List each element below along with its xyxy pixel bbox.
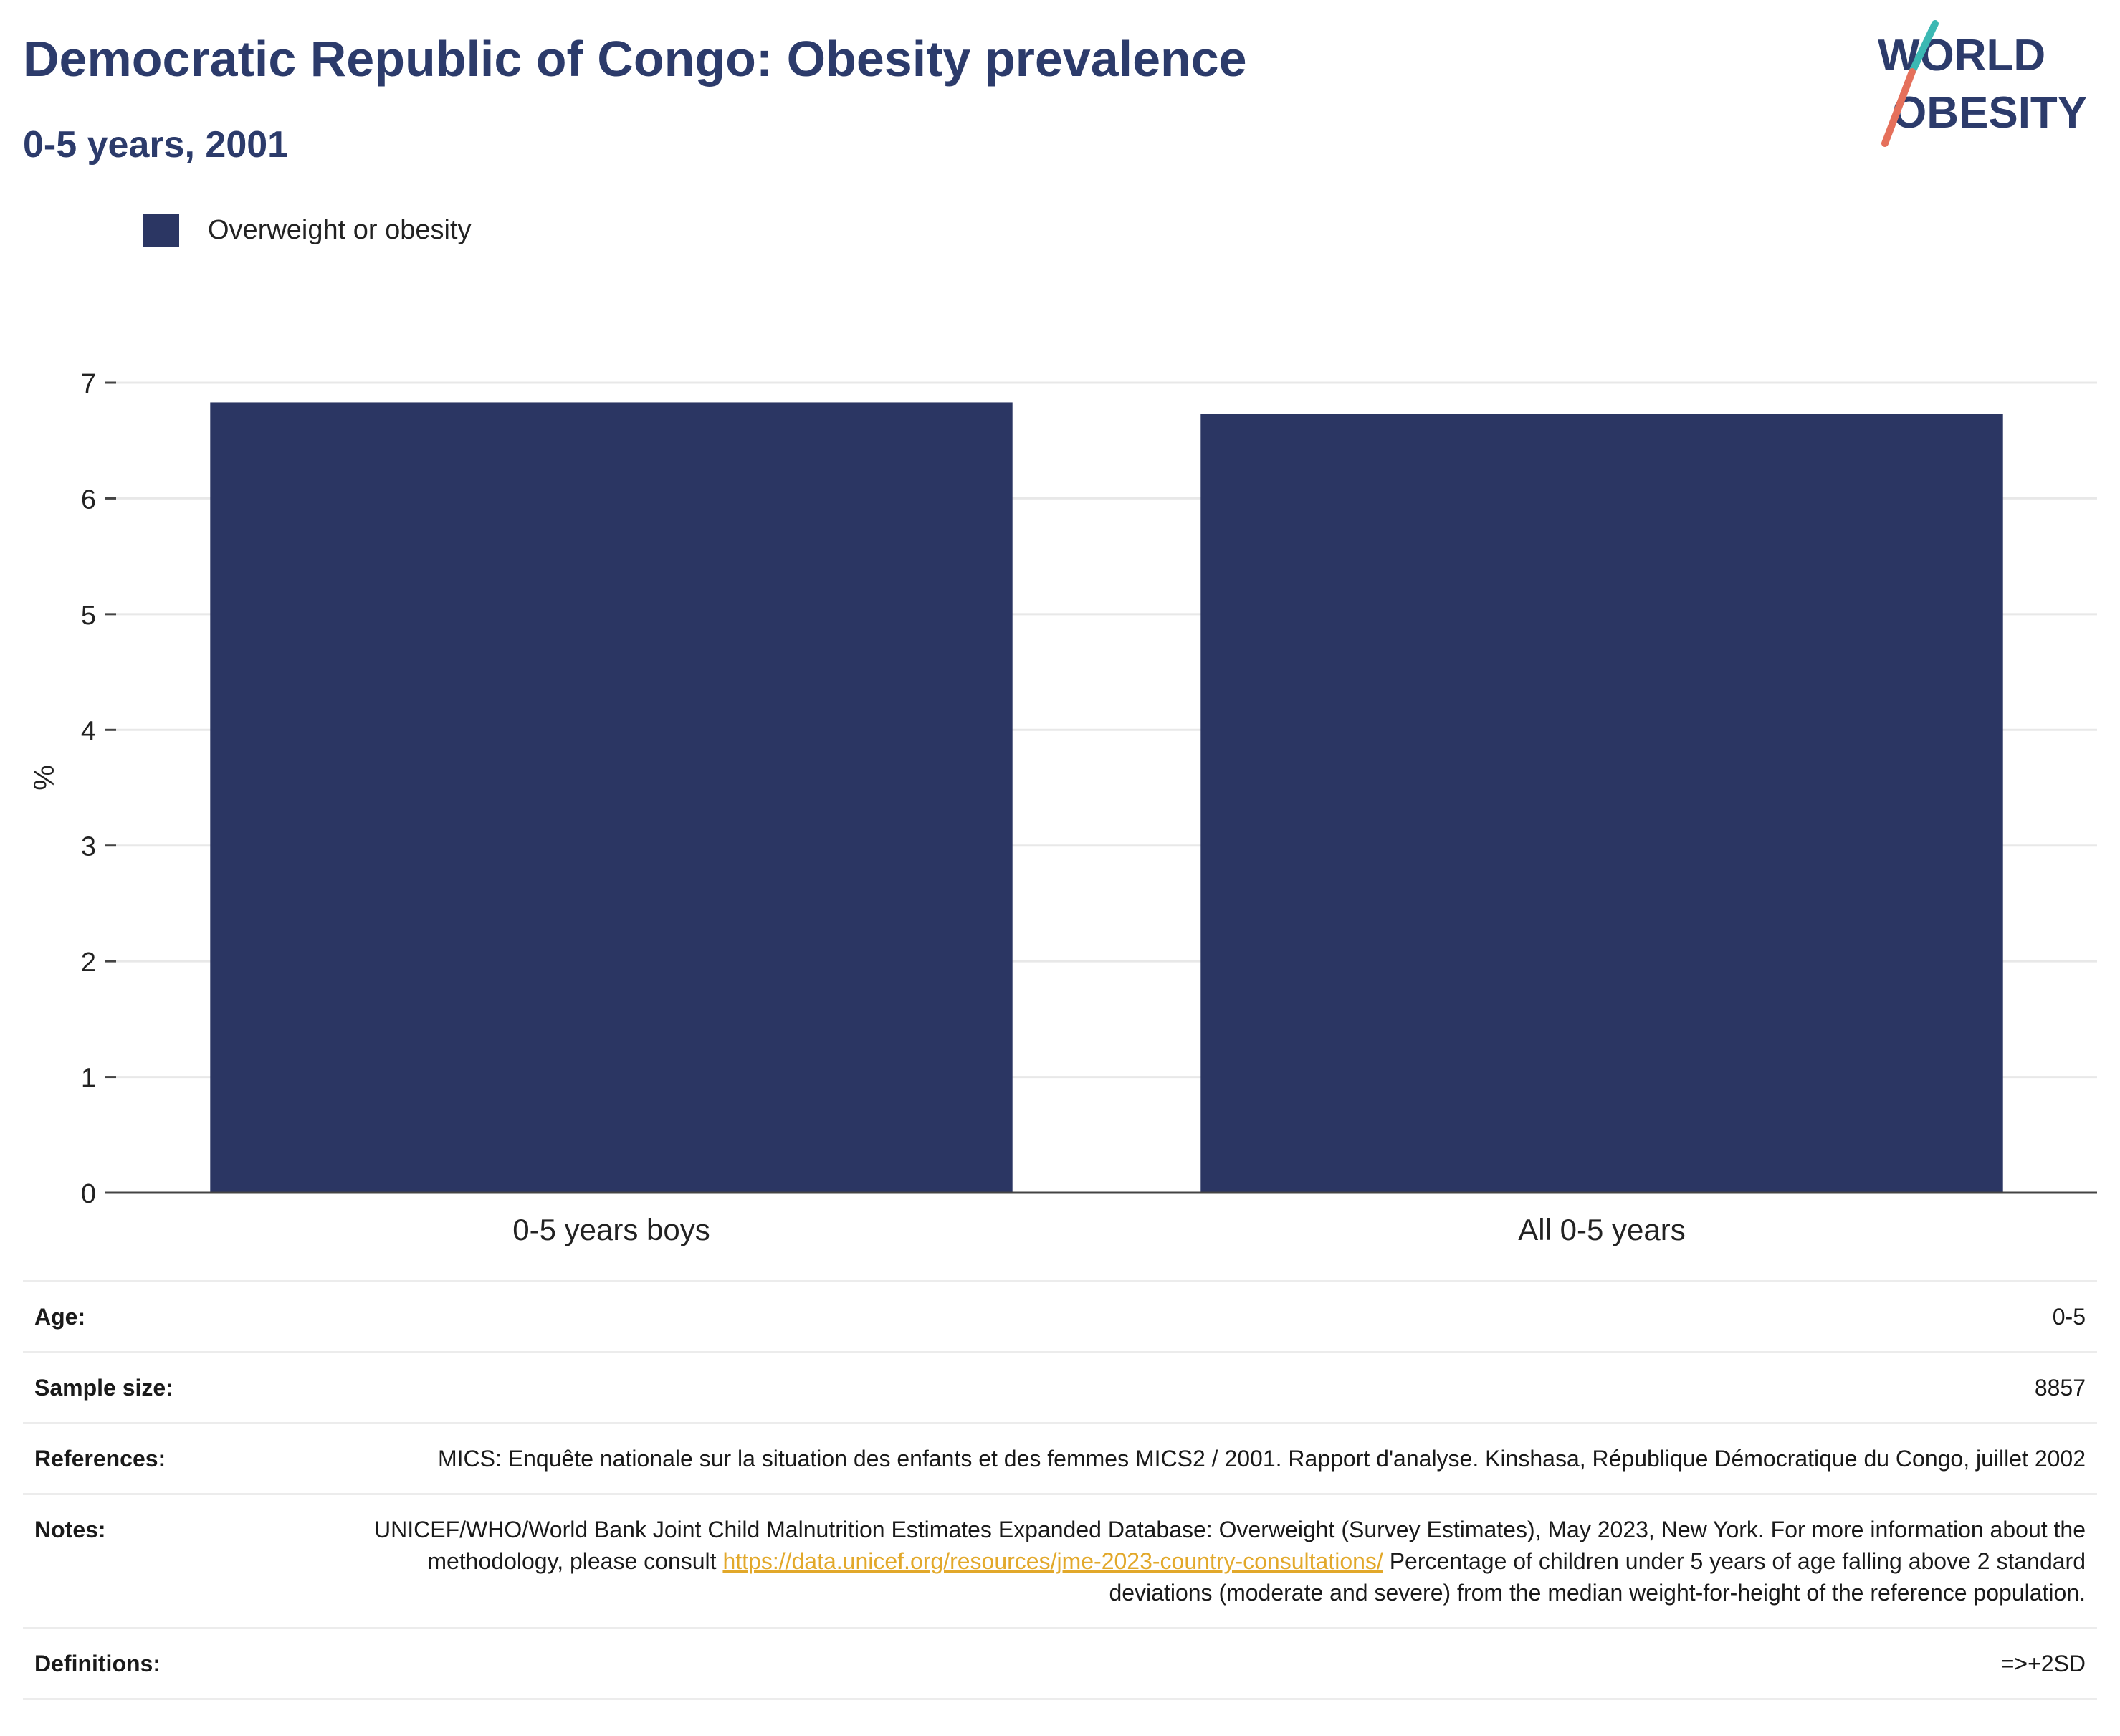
x-tick-label: 0-5 years boys [512,1213,710,1246]
chart-title: Democratic Republic of Congo: Obesity pr… [23,31,1247,87]
logo-slash-teal [1909,20,1939,75]
world-obesity-logo: WORLD OBESITY [1878,20,2087,147]
legend-swatch [143,214,179,247]
notes-definition-text: Percentage of children under 5 years of … [1109,1548,2086,1606]
info-key: Age: [34,1304,86,1330]
y-tick-label: 1 [81,1064,96,1094]
y-tick-label: 2 [81,948,96,978]
info-key: References: [34,1446,166,1472]
info-value: MICS: Enquête nationale sur la situation… [437,1446,2086,1472]
logo-slash-coral [1881,68,1916,147]
y-tick-label: 4 [81,716,96,746]
logo-text-world: WORLD [1878,31,2045,80]
info-value: 0-5 [2052,1304,2086,1330]
legend-label: Overweight or obesity [208,214,472,245]
info-row-definitions: Definitions: =>+2SD [23,1627,2097,1700]
bars [210,402,2003,1193]
info-value: UNICEF/WHO/World Bank Joint Child Malnut… [351,1514,2086,1608]
info-key: Notes: [34,1517,106,1542]
notes-text: UNICEF/WHO/World Bank Joint Child Malnut… [374,1517,2086,1574]
y-tick-label: 0 [81,1179,96,1209]
bar-chart: 0 1 2 3 4 5 6 7 0-5 years boys All 0-5 years % [29,369,2097,1246]
info-key: Sample size: [34,1375,173,1401]
legend: Overweight or obesity [143,214,472,247]
info-value: =>+2SD [2000,1651,2086,1677]
x-axis-labels: 0-5 years boys All 0-5 years [512,1213,1685,1246]
y-axis-label: % [29,765,60,791]
y-tick-label: 3 [81,832,96,862]
y-axis-ticks: 0 1 2 3 4 5 6 7 [81,369,116,1209]
info-table: Age: 0-5 Sample size: 8857 References: M… [23,1280,2097,1700]
bar [210,402,1013,1193]
info-row-notes: Notes: UNICEF/WHO/World Bank Joint Child… [23,1493,2097,1627]
info-row-references: References: MICS: Enquête nationale sur … [23,1422,2097,1493]
bar [1200,414,2003,1193]
info-row-sample-size: Sample size: 8857 [23,1351,2097,1422]
y-tick-label: 5 [81,601,96,631]
info-value: 8857 [2034,1375,2086,1401]
logo-text-obesity: OBESITY [1892,88,2087,138]
y-tick-label: 7 [81,369,96,399]
chart-subtitle: 0-5 years, 2001 [23,124,289,166]
info-key: Definitions: [34,1651,161,1677]
y-tick-label: 6 [81,485,96,515]
methodology-link[interactable]: https://data.unicef.org/resources/jme-20… [722,1548,1383,1574]
x-tick-label: All 0-5 years [1518,1213,1685,1246]
info-row-age: Age: 0-5 [23,1280,2097,1351]
